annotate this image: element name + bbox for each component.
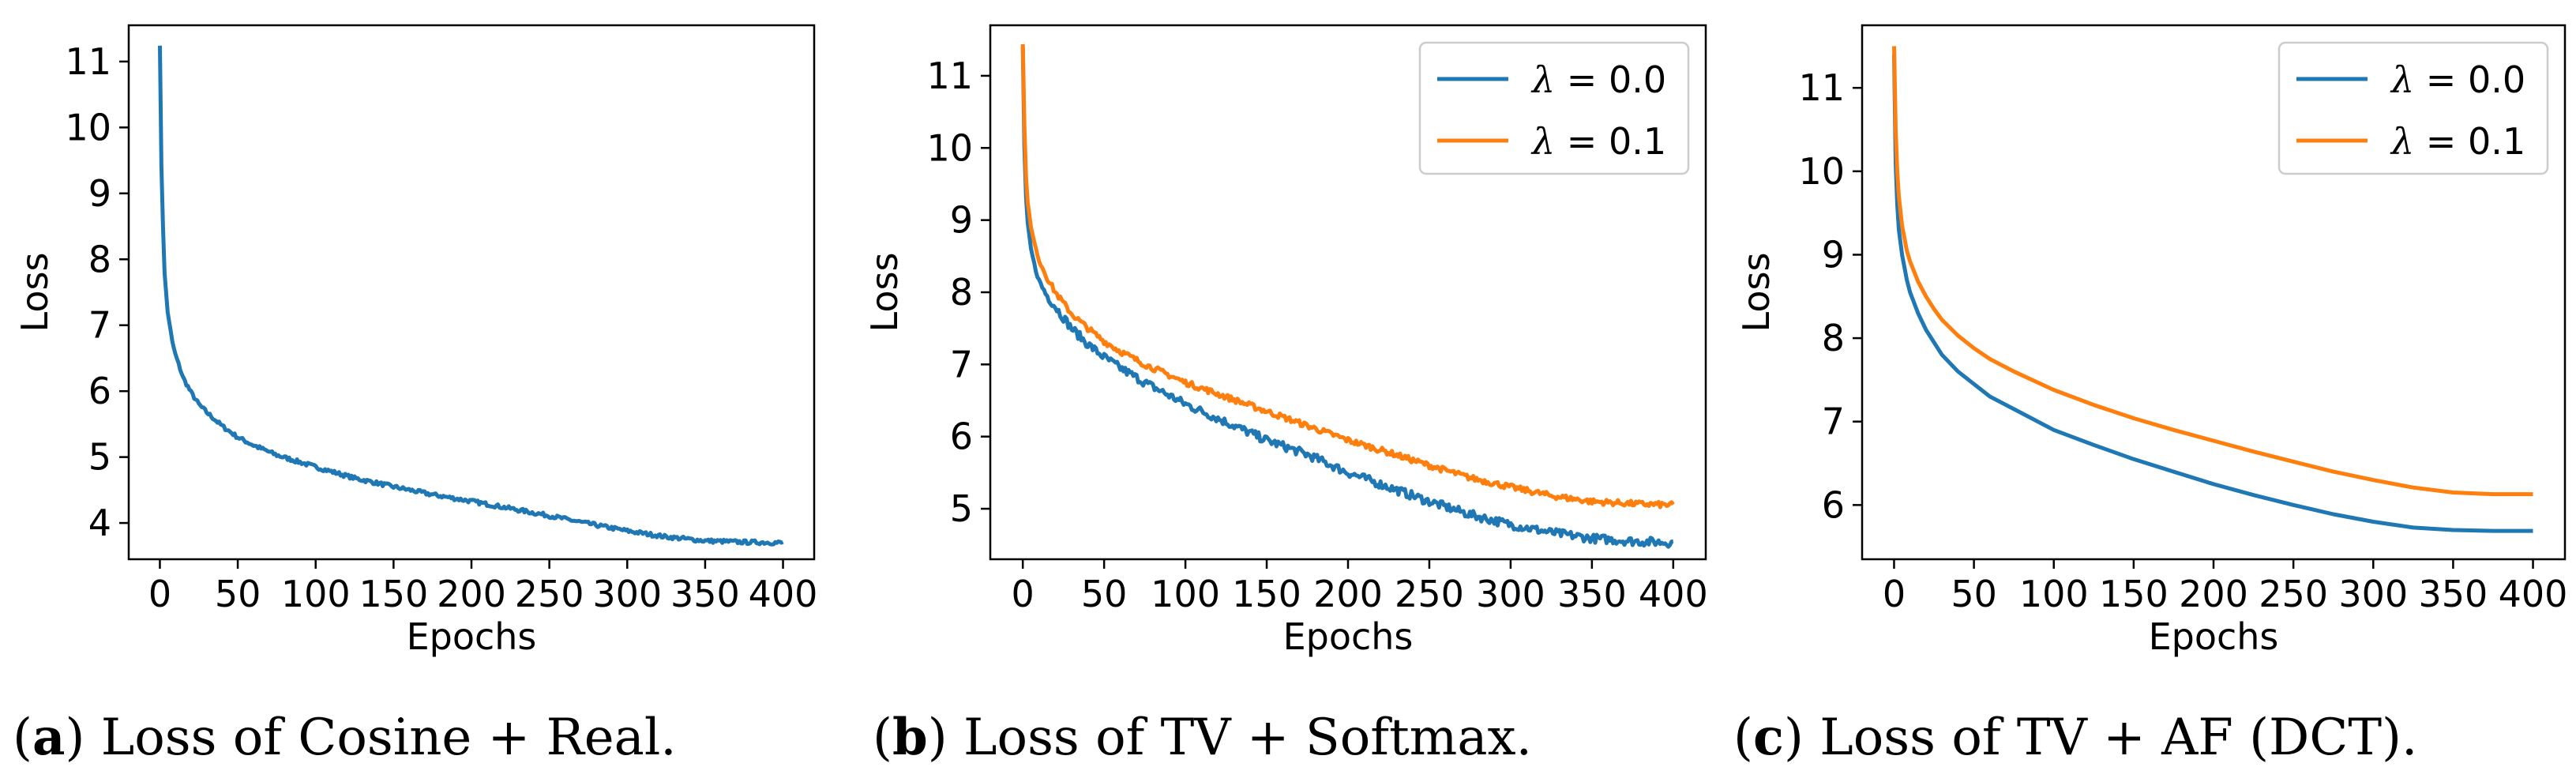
legend-value: = 0.0 xyxy=(1555,58,1666,101)
legend-label-1: λ = 0.1 xyxy=(2390,120,2525,163)
x-tick-label: 50 xyxy=(1951,573,1997,615)
x-tick-label: 350 xyxy=(1557,573,1627,615)
x-tick-label: 250 xyxy=(2259,573,2328,615)
caption-letter: a xyxy=(32,708,65,767)
y-tick-label: 6 xyxy=(1822,483,1845,526)
y-tick-label: 5 xyxy=(88,436,111,479)
legend-label-1: λ = 0.1 xyxy=(1530,120,1666,163)
caption-paren-open: ( xyxy=(13,709,32,767)
caption: (b) Loss of TV + Softmax. xyxy=(873,708,1532,767)
x-tick-label: 400 xyxy=(749,573,818,615)
y-tick-label: 4 xyxy=(88,502,111,544)
x-tick-label: 200 xyxy=(437,573,506,615)
x-tick-label: 250 xyxy=(515,573,584,615)
x-axis-label: Epochs xyxy=(2149,615,2279,658)
x-tick-label: 150 xyxy=(1232,573,1301,615)
x-tick-label: 50 xyxy=(1081,573,1128,615)
x-tick-label: 100 xyxy=(281,573,351,615)
x-tick-label: 0 xyxy=(1012,573,1035,615)
y-axis-label: Loss xyxy=(863,253,906,333)
x-axis-label: Epochs xyxy=(407,615,537,658)
y-tick-label: 9 xyxy=(1822,233,1845,276)
y-axis-label: Loss xyxy=(1735,253,1778,333)
caption-text: Loss of TV + AF (DCT). xyxy=(1804,709,2417,767)
x-tick-label: 300 xyxy=(1476,573,1545,615)
legend-label-0: λ = 0.0 xyxy=(1530,58,1666,101)
caption: (a) Loss of Cosine + Real. xyxy=(13,708,677,767)
legend-symbol: λ xyxy=(2390,58,2414,101)
y-tick-label: 10 xyxy=(1798,150,1845,193)
y-tick-label: 7 xyxy=(950,343,973,385)
x-tick-label: 400 xyxy=(2499,573,2568,615)
y-tick-label: 9 xyxy=(950,199,973,242)
y-tick-label: 8 xyxy=(88,238,111,280)
legend-label-0: λ = 0.0 xyxy=(2390,58,2525,101)
caption-paren-open: ( xyxy=(1733,709,1753,767)
legend-symbol: λ xyxy=(1530,58,1555,101)
caption-paren-close: ) xyxy=(928,709,948,767)
y-tick-label: 8 xyxy=(950,271,973,314)
y-tick-label: 7 xyxy=(88,304,111,347)
y-tick-label: 11 xyxy=(926,55,973,97)
caption-text: Loss of TV + Softmax. xyxy=(948,709,1532,767)
x-tick-label: 400 xyxy=(1639,573,1708,615)
series-line-0 xyxy=(158,45,784,547)
legend-value: = 0.1 xyxy=(1555,120,1666,163)
caption-text: Loss of Cosine + Real. xyxy=(84,709,676,767)
series-line-1 xyxy=(1020,43,1675,509)
x-tick-label: 300 xyxy=(592,573,662,615)
caption-letter: c xyxy=(1753,708,1784,767)
caption-paren-close: ) xyxy=(1784,709,1804,767)
x-tick-label: 250 xyxy=(1395,573,1464,615)
y-tick-label: 8 xyxy=(1822,317,1845,359)
x-tick-label: 150 xyxy=(359,573,428,615)
x-tick-label: 300 xyxy=(2338,573,2408,615)
series-line-1 xyxy=(1892,46,2533,497)
legend-symbol: λ xyxy=(1530,120,1555,163)
legend: λ = 0.0λ = 0.1 xyxy=(1418,41,1690,175)
series-line-0 xyxy=(1020,47,1674,549)
legend-value: = 0.1 xyxy=(2414,120,2525,163)
plot-frame xyxy=(127,24,816,561)
caption-paren-close: ) xyxy=(65,709,84,767)
x-axis-label: Epochs xyxy=(1283,615,1414,658)
x-tick-label: 100 xyxy=(1151,573,1220,615)
series-line-0 xyxy=(1892,54,2533,533)
x-tick-label: 350 xyxy=(2419,573,2488,615)
x-tick-label: 150 xyxy=(2099,573,2169,615)
x-tick-label: 350 xyxy=(670,573,740,615)
chart-panel-c: 0 50 100 150 200 250 300 350 400 6 7 8 9 10 11 Epochs Lo… xyxy=(1733,24,2568,767)
y-tick-label: 11 xyxy=(65,40,111,83)
x-tick-label: 200 xyxy=(2179,573,2248,615)
caption-paren-open: ( xyxy=(873,709,892,767)
x-tick-label: 0 xyxy=(1883,573,1906,615)
y-tick-label: 11 xyxy=(1798,66,1845,109)
y-tick-label: 7 xyxy=(1822,400,1845,443)
y-tick-label: 9 xyxy=(88,172,111,215)
legend-value: = 0.0 xyxy=(2414,58,2525,101)
y-tick-label: 10 xyxy=(65,106,111,149)
legend-symbol: λ xyxy=(2390,120,2414,163)
y-tick-label: 6 xyxy=(950,415,973,458)
x-tick-label: 100 xyxy=(2019,573,2089,615)
chart-panel-a: 0 50 100 150 200 250 300 350 400 4 5 6 7 8 9 10 11 Epochs… xyxy=(13,24,818,767)
caption-letter: b xyxy=(892,708,928,767)
caption: (c) Loss of TV + AF (DCT). xyxy=(1733,708,2417,767)
legend: λ = 0.0λ = 0.1 xyxy=(2277,41,2549,175)
chart-panel-b: 0 50 100 150 200 250 300 350 400 5 6 7 8 9 10 11 Epochs L… xyxy=(863,24,1708,767)
x-tick-label: 50 xyxy=(215,573,261,615)
y-axis-label: Loss xyxy=(13,253,56,333)
y-tick-label: 10 xyxy=(926,126,973,169)
y-tick-label: 6 xyxy=(88,370,111,412)
y-tick-label: 5 xyxy=(950,487,973,530)
x-tick-label: 0 xyxy=(148,573,171,615)
x-tick-label: 200 xyxy=(1313,573,1383,615)
